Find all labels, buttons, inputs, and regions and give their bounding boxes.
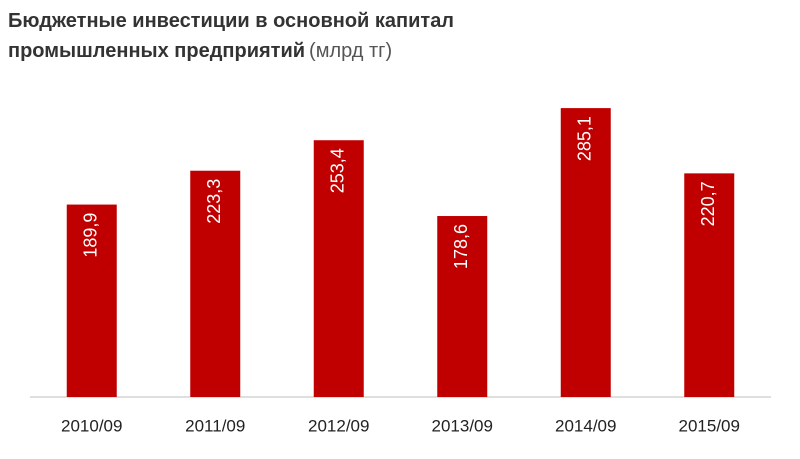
x-tick-label: 2015/09	[679, 416, 740, 435]
x-tick-label: 2013/09	[432, 416, 493, 435]
x-tick-label: 2011/09	[185, 416, 245, 435]
bar	[66, 204, 117, 397]
value-label: 285,1	[575, 116, 595, 161]
bar	[190, 170, 241, 397]
bar	[684, 173, 735, 397]
value-label: 223,3	[204, 179, 224, 224]
bar	[313, 140, 364, 398]
bar	[437, 216, 488, 397]
value-label: 253,4	[328, 148, 348, 193]
value-label: 220,7	[698, 181, 718, 226]
x-tick-label: 2012/09	[308, 416, 369, 435]
bar	[560, 108, 611, 397]
chart-subtitle: (млрд тг)	[309, 40, 393, 62]
title-block: Бюджетные инвестиции в основной капитал …	[8, 6, 528, 66]
value-label: 189,9	[81, 213, 101, 258]
chart-title: Бюджетные инвестиции в основной капитал …	[8, 10, 455, 62]
x-tick-label: 2010/09	[61, 416, 122, 435]
value-label: 178,6	[451, 224, 471, 269]
x-tick-label: 2014/09	[555, 416, 616, 435]
